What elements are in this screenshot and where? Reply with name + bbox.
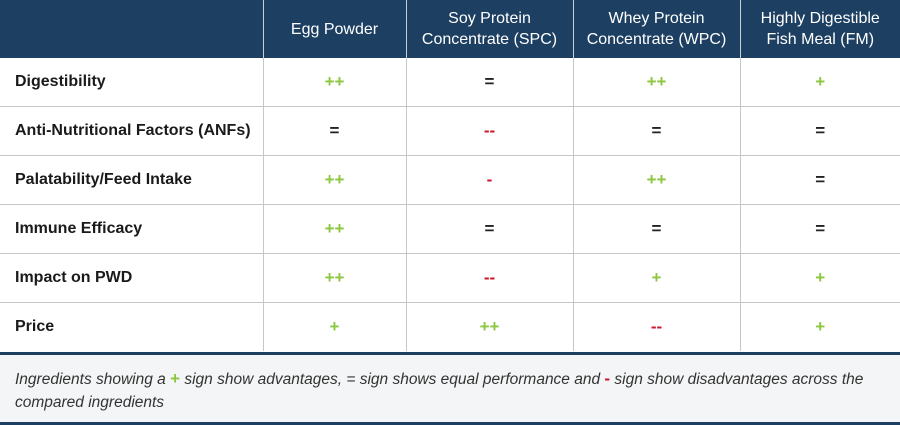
table-row: Immune Efficacy ++ = = = [0,204,900,254]
rating-cell: + [739,253,900,303]
rating-cell: ++ [262,58,406,107]
rating-cell: -- [405,106,573,156]
rating-cell: = [405,58,573,107]
table-row: Impact on PWD ++ -- + + [0,253,900,303]
footnote-symbol: - [604,369,611,388]
comparison-table: Egg Powder Soy Protein Concentrate (SPC) W… [0,0,900,351]
rating-cell: = [739,106,900,156]
row-label: Anti-Nutritional Factors (ANFs) [0,106,263,156]
rating-cell: ++ [262,204,406,254]
rating-cell: ++ [572,58,740,107]
footnote-text: sign show disadvantages across the compa… [15,371,864,411]
rating-cell: -- [405,253,573,303]
column-header: Egg Powder [262,0,406,58]
table-body: Digestibility ++ = ++ + Anti-Nutritional Fact… [0,58,900,351]
column-header: Highly Digestible Fish Meal (FM) [739,0,900,58]
rating-cell: - [405,155,573,205]
footnote: Ingredients showing a + sign show advant… [0,352,900,425]
rating-cell: + [739,58,900,107]
rating-cell: ++ [572,155,740,205]
rating-cell: = [739,204,900,254]
rating-cell: = [739,155,900,205]
rating-cell: ++ [262,155,406,205]
row-label: Impact on PWD [0,253,263,303]
table-row: Digestibility ++ = ++ + [0,58,900,107]
rating-cell: = [405,204,573,254]
rating-cell: + [572,253,740,303]
column-header: Soy Protein Concentrate (SPC) [405,0,573,58]
footnote-text: Ingredients showing a [15,371,171,388]
header-row: Egg Powder Soy Protein Concentrate (SPC) W… [0,0,900,58]
rating-cell: ++ [262,253,406,303]
row-label: Price [0,302,263,351]
rating-cell: = [572,204,740,254]
footnote-text: sign show advantages, = sign shows equal… [180,371,605,388]
row-label: Palatability/Feed Intake [0,155,263,205]
table-row: Palatability/Feed Intake ++ - ++ = [0,155,900,205]
row-label: Digestibility [15,73,106,90]
column-header: Whey Protein Concentrate (WPC) [572,0,740,58]
rating-cell: -- [572,302,740,351]
rating-cell: = [262,106,406,156]
table-row: Price + ++ -- + [0,302,900,351]
row-label: Immune Efficacy [0,204,263,254]
table-row: Anti-Nutritional Factors (ANFs) = -- = = [0,106,900,156]
rating-cell: + [262,302,406,351]
column-header [0,0,263,58]
rating-cell: = [572,106,740,156]
rating-cell: + [739,302,900,351]
footnote-symbol: + [170,369,181,388]
rating-cell: ++ [405,302,573,351]
